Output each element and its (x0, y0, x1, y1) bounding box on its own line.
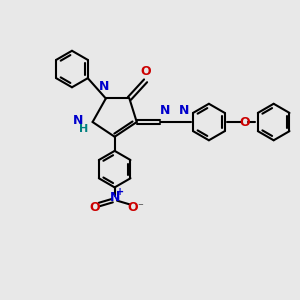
Text: N: N (73, 114, 83, 127)
Text: N: N (110, 191, 120, 204)
Text: O: O (239, 116, 250, 128)
Text: N: N (99, 80, 110, 93)
Text: N: N (179, 104, 190, 117)
Text: +: + (116, 188, 124, 197)
Text: O: O (90, 201, 100, 214)
Text: H: H (79, 124, 88, 134)
Text: N: N (160, 104, 170, 117)
Text: O: O (140, 65, 151, 78)
Text: O: O (128, 201, 138, 214)
Text: ⁻: ⁻ (137, 202, 143, 212)
